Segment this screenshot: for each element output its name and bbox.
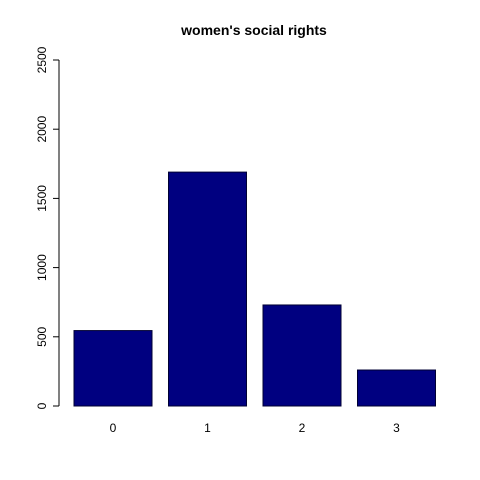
bars-group xyxy=(73,171,436,407)
bar-3 xyxy=(357,369,436,407)
bar-0 xyxy=(73,330,153,407)
x-tick-label: 1 xyxy=(204,421,211,435)
x-tick-label: 0 xyxy=(110,421,117,435)
x-tick-label: 2 xyxy=(299,421,306,435)
y-tick-label: 1500 xyxy=(35,185,49,212)
chart-title: women's social rights xyxy=(180,22,327,38)
bar-1 xyxy=(168,171,247,407)
y-tick-label: 500 xyxy=(35,326,49,346)
y-axis: 0 500 1000 1500 2000 2500 xyxy=(35,46,60,409)
x-axis-ticks: 0 1 2 3 xyxy=(110,421,401,435)
y-tick-label: 1000 xyxy=(35,254,49,281)
y-tick-label: 0 xyxy=(35,402,49,409)
y-tick-label: 2000 xyxy=(35,116,49,143)
x-tick-label: 3 xyxy=(393,421,400,435)
y-tick-label: 2500 xyxy=(35,46,49,73)
bar-2 xyxy=(262,304,342,407)
